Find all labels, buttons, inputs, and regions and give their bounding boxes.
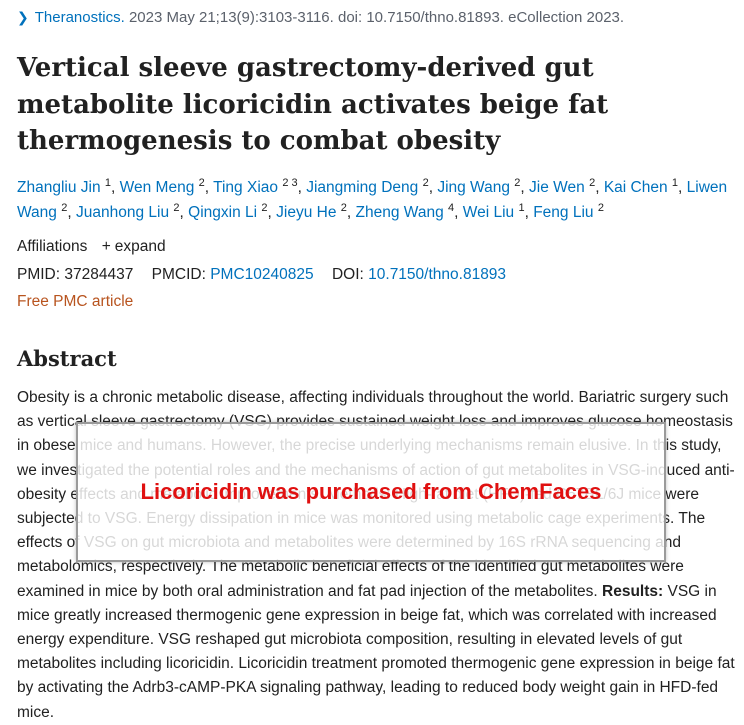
affiliation-number[interactable]: 2 — [198, 177, 205, 189]
affiliation-number[interactable]: 2 — [422, 177, 429, 189]
author-link[interactable]: Juanhong Liu — [75, 203, 170, 221]
pmcid-label: PMCID: — [151, 266, 206, 283]
pmcid-link[interactable]: PMC10240825 — [210, 266, 314, 283]
affiliation-number[interactable]: 2 3 — [282, 177, 298, 189]
author-link[interactable]: Wen Meng — [119, 179, 195, 196]
author-link[interactable]: Zheng Wang — [355, 203, 444, 221]
affiliations-row: Affiliations + expand — [17, 238, 166, 256]
author-link[interactable]: Jing Wang — [437, 179, 510, 196]
affiliation-number[interactable]: 2 — [340, 201, 347, 214]
expand-affiliations-button[interactable]: expand — [114, 238, 166, 255]
authors-list: Zhangliu Jin 1, Wen Meng 2, Ting Xiao 2 … — [17, 177, 728, 221]
doi-link[interactable]: 10.7150/thno.81893 — [368, 266, 507, 283]
journal-link[interactable]: Theranostics. — [34, 9, 125, 26]
affiliation-number[interactable]: 1 — [671, 177, 679, 189]
abstract-text-part-2: VSG in mice greatly increased thermogeni… — [17, 582, 735, 721]
identifiers-row: PMID: 37284437 PMCID: PMC10240825 DOI: 1… — [17, 266, 506, 284]
doi-label: DOI: — [331, 266, 364, 283]
results-label: Results: — [602, 582, 664, 600]
author-link[interactable]: Qingxin Li — [188, 203, 258, 221]
affiliation-number[interactable]: 2 — [514, 177, 521, 189]
author-link[interactable]: Jiangming Deng — [306, 179, 419, 196]
author-link[interactable]: Zhangliu Jin — [17, 179, 101, 196]
pmid-label: PMID: — [17, 266, 61, 283]
affiliation-number[interactable]: 4 — [448, 201, 455, 214]
plus-icon[interactable]: + — [101, 238, 111, 255]
author-link[interactable]: Kai Chen — [603, 179, 668, 196]
affiliation-number[interactable]: 2 — [261, 201, 268, 214]
affiliation-number[interactable]: 2 — [173, 201, 180, 214]
affiliations-label: Affiliations — [17, 238, 88, 255]
citation-line: ❯ Theranostics. 2023 May 21;13(9):3103-31… — [17, 9, 624, 26]
free-pmc-article-link[interactable]: Free PMC article — [17, 293, 134, 310]
article-title: Vertical sleeve gastrectomy-derived gut … — [17, 53, 609, 156]
overlay-text: Licoricidin was purchased from ChemFaces — [140, 479, 602, 504]
affiliation-number[interactable]: 2 — [597, 201, 604, 214]
author-link[interactable]: Feng Liu — [533, 203, 594, 221]
chevron-right-icon: ❯ — [17, 9, 29, 25]
author-link[interactable]: Jieyu He — [276, 203, 337, 221]
author-link[interactable]: Ting Xiao — [213, 179, 278, 196]
affiliation-number[interactable]: 2 — [589, 177, 596, 189]
author-link[interactable]: Jie Wen — [529, 179, 585, 196]
affiliation-number[interactable]: 1 — [518, 201, 525, 214]
affiliation-number[interactable]: 1 — [104, 177, 112, 189]
abstract-heading: Abstract — [17, 346, 117, 371]
citation-details: 2023 May 21;13(9):3103-3116. doi: 10.715… — [128, 9, 625, 26]
pmid-value: 37284437 — [64, 266, 134, 283]
affiliation-number[interactable]: 2 — [61, 201, 68, 214]
annotation-overlay: Licoricidin was purchased from ChemFaces — [76, 422, 666, 562]
author-link[interactable]: Wei Liu — [462, 203, 515, 221]
author-link[interactable]: Liwen Wang — [17, 179, 728, 221]
